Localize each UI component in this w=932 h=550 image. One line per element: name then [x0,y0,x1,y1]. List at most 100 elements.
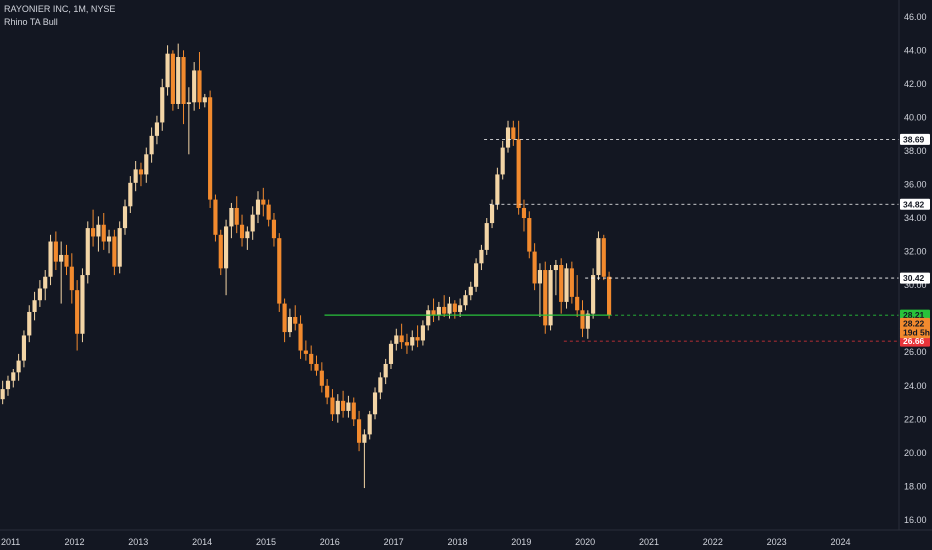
candle[interactable] [335,394,340,423]
candle[interactable] [495,167,500,210]
candle[interactable] [239,214,245,247]
candle[interactable] [64,244,69,276]
indicator-name[interactable]: Rhino TA Bull [4,17,58,27]
candle[interactable] [160,78,165,131]
candle[interactable] [91,209,96,247]
candle[interactable] [122,199,128,235]
candle[interactable] [314,355,319,376]
candle[interactable] [532,243,537,291]
candle[interactable] [356,410,362,452]
candle[interactable] [426,305,431,331]
candle[interactable] [224,219,229,296]
candle[interactable] [170,50,175,111]
candle[interactable] [591,268,596,319]
candle[interactable] [165,45,170,96]
candle[interactable] [271,213,277,247]
candle[interactable] [362,429,367,489]
candle[interactable] [186,87,191,155]
candle[interactable] [458,298,463,317]
candle[interactable] [537,263,543,317]
candle[interactable] [309,345,314,371]
candle[interactable] [261,187,266,217]
candle[interactable] [410,330,415,351]
candle[interactable] [298,315,303,359]
candle[interactable] [463,290,468,311]
candle[interactable] [85,221,90,284]
candle[interactable] [218,229,223,276]
candle[interactable] [596,231,601,281]
candle[interactable] [569,261,574,304]
candle[interactable] [176,43,181,110]
candle[interactable] [607,271,612,319]
candle[interactable] [484,218,489,255]
candle[interactable] [287,308,292,338]
candle[interactable] [415,325,420,348]
candle[interactable] [527,211,532,259]
candle[interactable] [319,362,324,393]
candle[interactable] [5,375,11,396]
candle[interactable] [106,229,112,254]
candle[interactable] [112,229,117,276]
candle[interactable] [341,390,346,418]
candle[interactable] [474,258,479,292]
candle[interactable] [133,161,138,192]
candle[interactable] [511,120,516,146]
candle[interactable] [436,301,441,321]
candle[interactable] [75,280,80,351]
candle[interactable] [69,253,74,304]
candle[interactable] [383,358,388,385]
candle[interactable] [149,127,154,163]
horizontal-levels[interactable] [324,138,899,342]
candle[interactable] [128,176,133,214]
candle[interactable] [144,147,149,183]
candle[interactable] [516,120,521,215]
candle[interactable] [213,194,218,242]
candle[interactable] [48,234,53,286]
candle[interactable] [559,258,564,314]
candle[interactable] [399,323,404,349]
candle[interactable] [351,397,356,427]
candle[interactable] [500,140,505,180]
candle[interactable] [250,206,255,240]
candle[interactable] [117,221,122,274]
candle[interactable] [420,320,425,346]
symbol-title[interactable]: RAYONIER INC, 1M, NYSE [4,4,116,14]
candle[interactable] [21,330,27,368]
candle[interactable] [255,191,261,224]
candle[interactable] [154,115,160,145]
candle[interactable] [388,340,394,369]
candle[interactable] [575,275,580,317]
candle[interactable] [208,90,213,208]
candle[interactable] [181,50,186,125]
candle[interactable] [80,268,85,343]
candle[interactable] [431,298,436,323]
candle[interactable] [37,280,42,307]
candle[interactable] [138,162,144,187]
candle[interactable] [580,300,585,338]
time-axis[interactable]: 2011 2012 2013 2014 2015 2016 2017 2018 2019 2020… [1,537,851,547]
candle[interactable] [564,263,569,309]
candle[interactable] [16,353,21,381]
candle[interactable] [202,93,207,108]
candle[interactable] [27,305,32,343]
candle[interactable] [303,340,308,361]
candle[interactable] [521,199,527,232]
candle[interactable] [234,196,239,234]
candle[interactable] [59,241,64,304]
candle[interactable] [0,380,5,405]
candle[interactable] [245,226,250,250]
candle[interactable] [11,368,16,388]
candle[interactable] [505,120,511,153]
candle[interactable] [325,379,330,405]
candle[interactable] [442,295,447,317]
candle[interactable] [404,333,410,354]
candle[interactable] [346,395,351,418]
candle[interactable] [43,270,48,301]
candle[interactable] [468,281,473,301]
candle[interactable] [543,261,548,334]
candle[interactable] [479,244,484,271]
candle[interactable] [367,410,372,440]
candle[interactable] [553,259,558,296]
candle[interactable] [330,389,335,421]
